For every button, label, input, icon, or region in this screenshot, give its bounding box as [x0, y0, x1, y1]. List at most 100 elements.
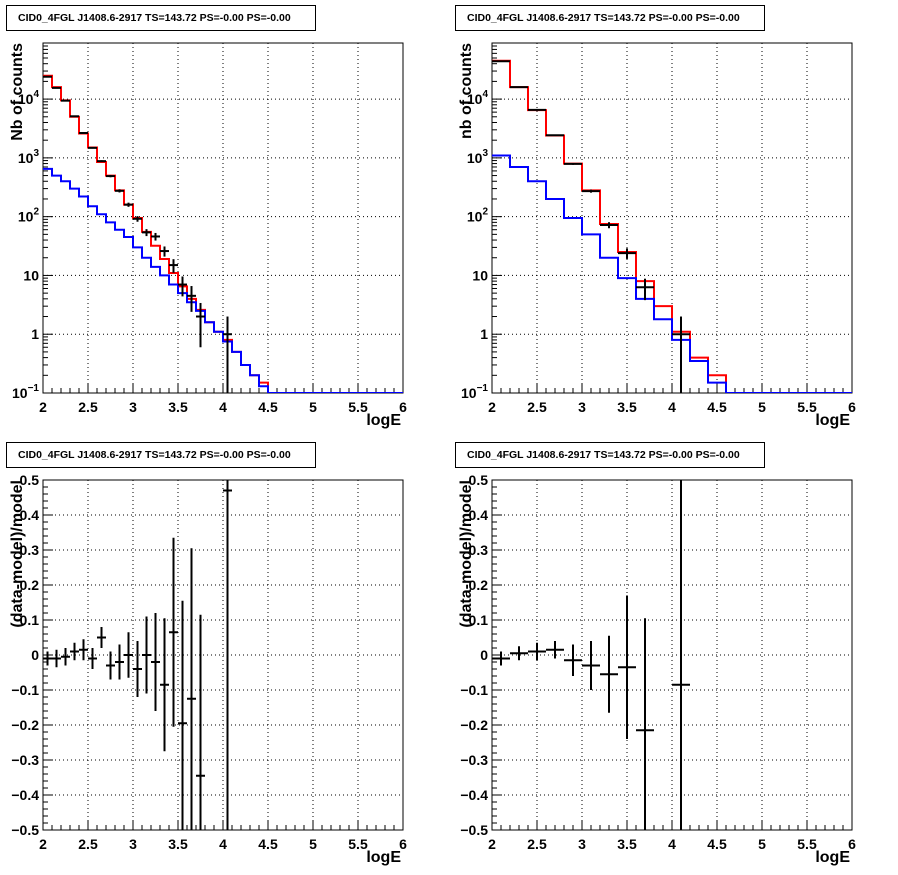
pad-counts-left: 2 2.5 3 3.5 4 4.5 5 5.5 6 10−1 1 10 102 103 104 logE Nb … — [0, 0, 449, 437]
x-tick-label: 2.5 — [527, 836, 547, 852]
data-point — [124, 632, 133, 678]
y-axis-label: (data-model)/model — [9, 480, 26, 628]
y-tick-label: −0.5 — [460, 822, 488, 838]
y-tick-label: 0.4 — [20, 507, 40, 523]
x-tick-label: 5 — [309, 399, 317, 415]
y-tick-label: 1 — [31, 326, 39, 342]
x-tick-label: 4 — [219, 399, 227, 415]
data-point — [600, 222, 618, 229]
pad-residual-left: 2 2.5 3 3.5 4 4.5 5 5.5 6 −0.5 −0.4 −0.3 −0.2 −0.1 0 0.… — [0, 437, 449, 875]
x-tick-label: 2.5 — [527, 399, 547, 415]
data-point — [672, 480, 690, 830]
x-axis-label: logE — [815, 412, 850, 429]
data-point — [88, 146, 97, 149]
x-tick-label: 3 — [129, 836, 137, 852]
chart-counts-left: 2 2.5 3 3.5 4 4.5 5 5.5 6 10−1 1 10 102 103 104 logE Nb … — [9, 42, 407, 429]
grid — [43, 480, 403, 830]
x-tick-label: 4.5 — [707, 399, 727, 415]
x-tick-label: 3.5 — [617, 836, 637, 852]
x-tick-label: 3.5 — [168, 836, 188, 852]
data-point — [564, 162, 582, 165]
y-tick-label: 0.2 — [20, 577, 40, 593]
data-point — [97, 627, 106, 648]
y-tick-label: 0.4 — [469, 507, 489, 523]
data-point — [79, 639, 88, 661]
y-tick-label: 0 — [480, 647, 488, 663]
x-tick-label: 6 — [399, 836, 407, 852]
y-tick-label: −0.2 — [460, 717, 488, 733]
x-tick-label: 3.5 — [168, 399, 188, 415]
data-points — [492, 60, 690, 393]
chart-counts-right: 2 2.5 3 3.5 4 4.5 5 5.5 6 10−1 1 10 102 103 104 logE nb … — [458, 42, 856, 429]
x-tick-label: 2.5 — [78, 399, 98, 415]
data-point — [169, 259, 178, 273]
data-point — [582, 189, 600, 193]
data-point — [106, 651, 115, 680]
data-point — [97, 160, 106, 163]
data-point — [61, 99, 70, 102]
x-tick-label: 5.5 — [348, 399, 368, 415]
data-point — [142, 616, 151, 694]
x-tick-label: 5 — [758, 399, 766, 415]
y-tick-label: −0.1 — [460, 682, 488, 698]
x-tick-label: 6 — [848, 399, 856, 415]
y-tick-label: −0.5 — [11, 822, 39, 838]
data-point — [61, 648, 70, 666]
data-point — [106, 174, 115, 178]
x-tick-label: 2 — [488, 399, 496, 415]
y-tick-label: 104 — [18, 89, 40, 107]
data-point — [151, 232, 160, 241]
y-tick-label: 103 — [467, 148, 489, 166]
y-axis-label: Nb of counts — [9, 43, 26, 141]
data-point — [582, 641, 600, 690]
x-tick-label: 6 — [399, 399, 407, 415]
y-tick-label: 0.2 — [469, 577, 489, 593]
x-tick-label: 4 — [219, 836, 227, 852]
data-point — [196, 614, 205, 830]
y-tick-label: 0.3 — [469, 542, 489, 558]
x-tick-label: 3 — [578, 836, 586, 852]
y-tick-label: −0.1 — [11, 682, 39, 698]
x-tick-label: 3.5 — [617, 399, 637, 415]
x-tick-label: 5.5 — [797, 399, 817, 415]
data-point — [636, 278, 654, 301]
data-point — [618, 595, 636, 739]
y-tick-label: 0.5 — [20, 472, 40, 488]
data-point — [223, 480, 232, 830]
data-point — [546, 134, 564, 137]
data-point — [187, 548, 196, 830]
y-tick-label: −0.4 — [11, 787, 39, 803]
y-tick-label: 0.1 — [20, 612, 40, 628]
data-point — [169, 537, 178, 727]
chart-title: CID0_4FGL J1408.6-2917 TS=143.72 PS=-0.0… — [6, 442, 316, 468]
data-point — [546, 641, 564, 659]
data-point — [528, 108, 546, 111]
data-point — [133, 216, 142, 222]
x-tick-label: 4.5 — [707, 836, 727, 852]
data-points — [43, 480, 232, 830]
data-points — [43, 75, 232, 393]
grid — [492, 480, 852, 830]
x-tick-label: 3 — [129, 399, 137, 415]
data-point — [636, 618, 654, 830]
data-point — [115, 644, 124, 680]
data-point — [88, 648, 97, 669]
data-point — [115, 189, 124, 193]
x-axis-label: logE — [366, 412, 401, 429]
data-point — [528, 642, 546, 661]
y-tick-label: 10−1 — [461, 383, 488, 401]
x-tick-label: 3 — [578, 399, 586, 415]
y-tick-label: 0.3 — [20, 542, 40, 558]
y-axis-label: nb of counts — [458, 43, 475, 139]
x-tick-label: 2 — [488, 836, 496, 852]
axis-ticks — [42, 479, 404, 831]
pad-counts-right: 2 2.5 3 3.5 4 4.5 5 5.5 6 10−1 1 10 102 103 104 logE nb … — [449, 0, 898, 437]
chart-title: CID0_4FGL J1408.6-2917 TS=143.72 PS=-0.0… — [455, 442, 765, 468]
pad-residual-right: 2 2.5 3 3.5 4 4.5 5 5.5 6 −0.5 −0.4 −0.3 −0.2 −0.1 0 0.… — [449, 437, 898, 875]
data-points — [492, 480, 690, 830]
chart-title: CID0_4FGL J1408.6-2917 TS=143.72 PS=-0.0… — [6, 5, 316, 31]
data-point — [43, 651, 52, 666]
chart-residual-right: 2 2.5 3 3.5 4 4.5 5 5.5 6 −0.5 −0.4 −0.3 −0.2 −0.1 0 0.… — [458, 472, 856, 866]
y-tick-label: 0 — [31, 647, 39, 663]
data-point — [52, 649, 61, 668]
